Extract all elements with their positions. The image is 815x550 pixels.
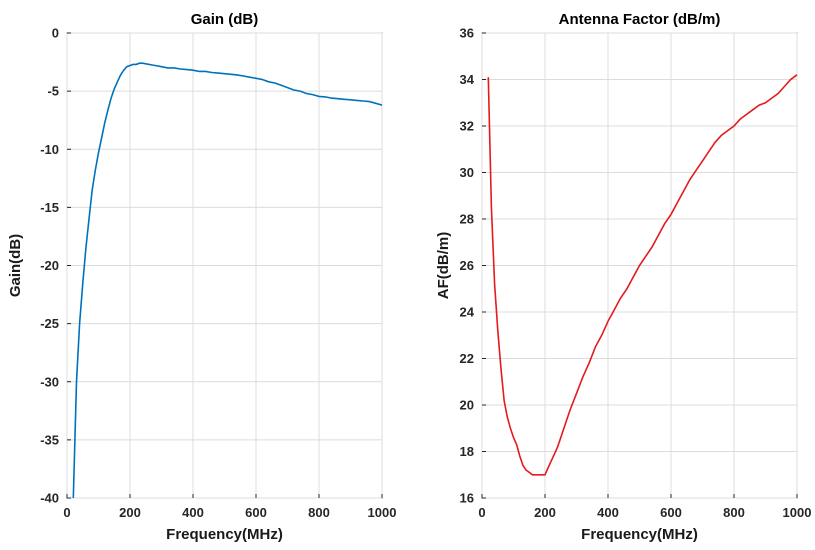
af-x-tick-label: 1000 [783,505,812,520]
gain-y-ticks: -40 -35 -30 -25 -20 -15 -10 -5 0 [40,26,71,506]
af-y-tick-label: 30 [460,165,474,180]
af-x-tick-label: 600 [660,505,682,520]
af-y-tick-label: 20 [460,398,474,413]
af-series-line [487,74,798,476]
af-x-tick-label: 0 [478,505,485,520]
gain-y-tick-label: -35 [40,432,59,447]
af-x-tick-label: 800 [723,505,745,520]
af-y-tick-label: 28 [460,212,474,227]
gain-series-line [72,62,383,499]
af-x-tick-label: 200 [534,505,556,520]
gain-y-tick-label: -15 [40,200,59,215]
gain-y-tick-label: -5 [47,84,59,99]
af-y-tick-label: 34 [460,72,475,87]
af-y-tick-label: 36 [460,26,474,41]
antenna-factor-chart: 0 200 400 600 800 1000 16 18 20 22 24 26 28 30 32 34 36… [435,11,811,543]
gain-grid [66,32,383,499]
gain-y-tick-label: -10 [40,142,59,157]
af-chart-title: Antenna Factor (dB/m) [559,11,721,28]
gain-y-axis-label: Gain(dB) [7,234,24,297]
af-y-tick-label: 24 [460,305,475,320]
gain-y-tick-label: 0 [52,26,59,41]
af-y-tick-label: 16 [460,491,474,506]
gain-x-tick-label: 200 [119,505,141,520]
af-y-tick-label: 18 [460,444,474,459]
af-grid [481,32,798,499]
af-y-axis-label: AF(dB/m) [435,232,452,300]
gain-chart-title: Gain (dB) [191,11,259,28]
gain-x-tick-label: 800 [308,505,330,520]
gain-x-tick-label: 600 [245,505,267,520]
gain-y-tick-label: -40 [40,491,59,506]
af-x-axis-label: Frequency(MHz) [581,526,698,543]
gain-x-tick-label: 400 [182,505,204,520]
af-y-tick-label: 26 [460,258,474,273]
af-y-tick-label: 22 [460,351,474,366]
gain-x-axis-label: Frequency(MHz) [166,526,283,543]
af-y-ticks: 16 18 20 22 24 26 28 30 32 34 36 [460,26,486,506]
gain-x-tick-label: 1000 [368,505,397,520]
af-x-ticks: 0 200 400 600 800 1000 [478,494,811,520]
gain-y-tick-label: -25 [40,316,59,331]
af-y-tick-label: 32 [460,119,474,134]
gain-x-tick-label: 0 [63,505,70,520]
gain-x-ticks: 0 200 400 600 800 1000 [63,494,396,520]
gain-chart: 0 200 400 600 800 1000 -40-35-30-25-20-15-10-… [7,11,396,543]
af-x-tick-label: 400 [597,505,619,520]
gain-y-tick-label: -30 [40,374,59,389]
gain-y-tick-label: -20 [40,258,59,273]
